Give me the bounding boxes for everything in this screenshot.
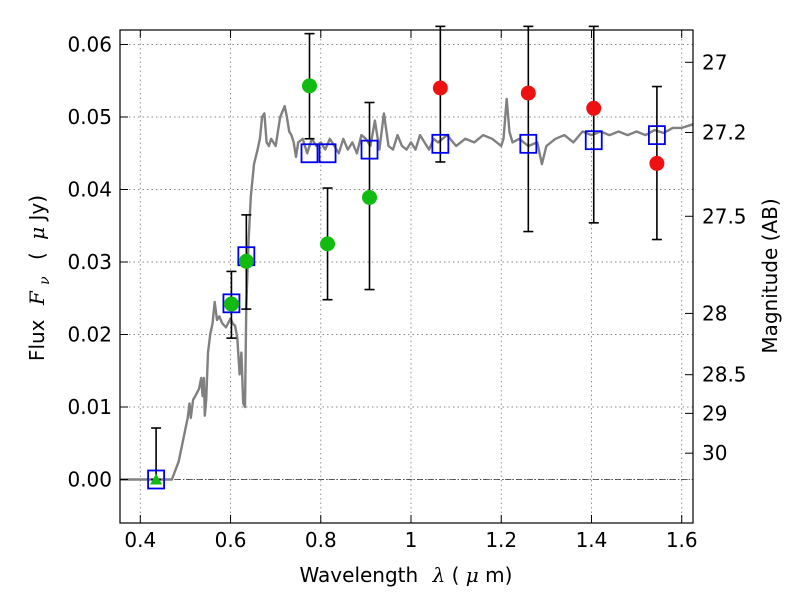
- optical-flux-marker: [301, 78, 317, 94]
- y-tick-label: 0.06: [67, 33, 112, 57]
- infrared-flux-marker: [432, 80, 448, 96]
- synthetic-flux-marker: [147, 469, 165, 490]
- y-axis-title-text: Flux: [25, 319, 49, 361]
- synthetic-flux-marker: [222, 293, 241, 314]
- y-tick-label: 0.01: [67, 395, 112, 419]
- y2-tick-label: 27.2: [702, 120, 747, 144]
- x-tick-label: 0.4: [124, 528, 156, 552]
- y-axis-title: Flux F ν ( μ Jy): [25, 195, 54, 361]
- y-axis-unit-mu: μ: [25, 227, 49, 240]
- data-markers: [147, 78, 666, 490]
- tick-labels: 0.4 0.6 0.8 1 1.2 1.4 1.6 0.00 0.01 0.02 0.03 0.04 0…: [67, 33, 746, 553]
- axis-ticks: [120, 30, 693, 523]
- y2-tick-label: 27: [702, 50, 727, 74]
- synthetic-flux-marker: [431, 133, 450, 154]
- synthetic-flux-marker: [360, 139, 379, 160]
- y-axis-F: F: [25, 290, 49, 306]
- optical-flux-marker: [223, 296, 239, 312]
- x-axis-title-text: Wavelength: [300, 563, 419, 587]
- model-spectrum-line: [120, 97, 694, 481]
- y2-axis-title: Magnitude (AB): [758, 198, 782, 353]
- x-tick-label: 1.2: [485, 528, 517, 552]
- x-axis-unit-open: (: [452, 563, 460, 587]
- y2-tick-label: 27.5: [702, 204, 747, 228]
- synthetic-flux-marker: [300, 143, 319, 164]
- x-axis-lambda: λ: [432, 563, 446, 587]
- x-tick-label: 0.8: [305, 528, 337, 552]
- synthetic-flux-marker: [318, 143, 337, 164]
- y-tick-label: 0.02: [67, 323, 112, 347]
- x-tick-label: 0.6: [215, 528, 247, 552]
- infrared-flux-marker: [586, 100, 602, 116]
- synthetic-flux-marker: [584, 130, 603, 151]
- y-axis-nu: ν: [37, 276, 53, 285]
- y-tick-label: 0.05: [67, 105, 112, 129]
- optical-flux-marker: [362, 189, 378, 205]
- grid-lines: [120, 30, 693, 523]
- y-axis-unit-rest: Jy): [25, 195, 49, 223]
- y2-tick-label: 30: [702, 441, 727, 465]
- y2-tick-label: 29: [702, 401, 727, 425]
- error-bars: [151, 25, 662, 481]
- synthetic-flux-marker: [648, 125, 666, 146]
- upper-limit-marker: [150, 473, 163, 485]
- x-tick-label: 1: [405, 528, 418, 552]
- synthetic-flux-marker: [519, 133, 538, 154]
- y-tick-label: 0.03: [67, 250, 112, 274]
- optical-flux-marker: [238, 253, 254, 269]
- infrared-flux-marker: [649, 155, 665, 171]
- infrared-flux-marker: [520, 85, 536, 101]
- y-tick-label: 0.00: [67, 468, 112, 492]
- x-tick-label: 1.4: [576, 528, 608, 552]
- x-axis-unit-mu: μ: [466, 563, 479, 587]
- x-tick-label: 1.6: [666, 528, 698, 552]
- x-axis-unit-rest: m): [485, 563, 512, 587]
- x-axis-title: Wavelength λ ( μ m): [300, 563, 513, 587]
- y2-tick-label: 28.5: [702, 363, 747, 387]
- y-tick-label: 0.04: [67, 178, 112, 202]
- plot-frame: [119, 29, 694, 524]
- y-axis-unit-open: (: [25, 252, 49, 260]
- y2-tick-label: 28: [702, 301, 727, 325]
- model-spectrum-layer: [120, 97, 694, 481]
- optical-flux-marker: [320, 236, 336, 252]
